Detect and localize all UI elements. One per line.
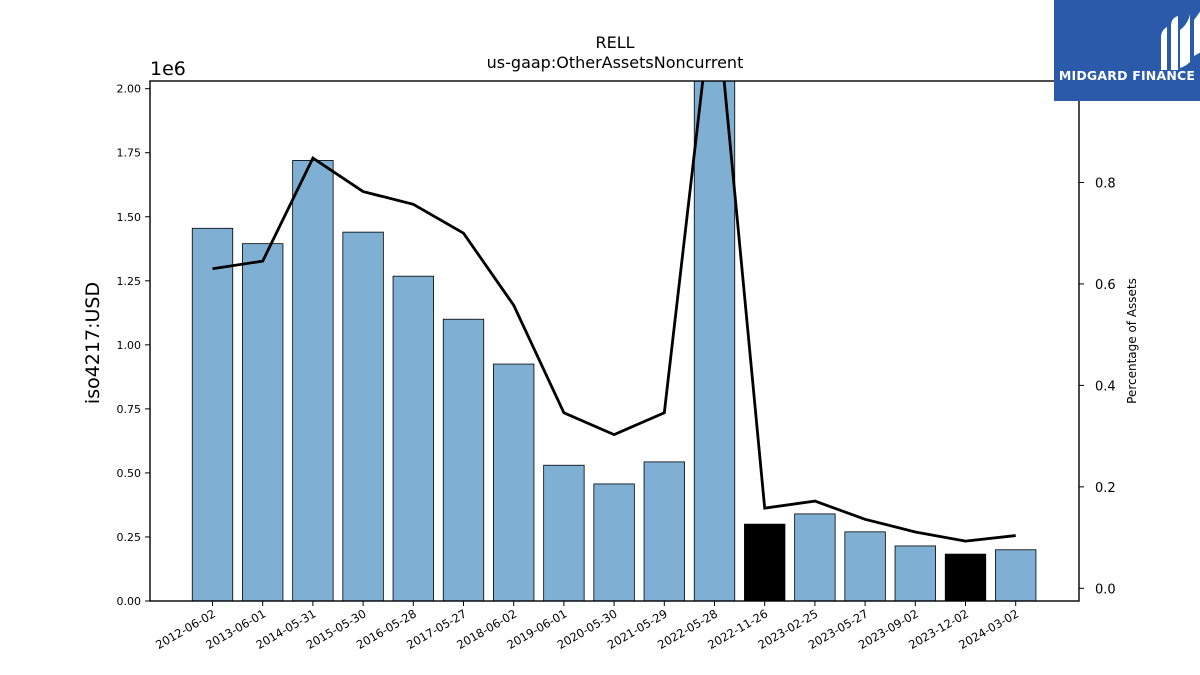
bar [744, 523, 786, 601]
y-tick-label: 0.75 [117, 403, 142, 416]
y2-tick-label: 0.6 [1095, 278, 1116, 293]
bar [643, 461, 685, 601]
bar [392, 275, 434, 601]
y-tick-label: 1.00 [117, 339, 142, 352]
bar [191, 227, 234, 601]
bar [493, 363, 535, 601]
logo-text: MIDGARD FINANCE [1058, 68, 1196, 83]
y-tick-label: 1.75 [117, 147, 142, 160]
bar [995, 549, 1037, 601]
bar [844, 531, 886, 601]
y-tick-label: 1.50 [117, 211, 142, 224]
y2-tick-label: 0.2 [1095, 481, 1116, 496]
y-tick-label: 1.25 [117, 275, 142, 288]
y2-tick-label: 0.4 [1095, 379, 1116, 394]
bar [794, 513, 836, 601]
y2-axis-label: Percentage of Assets [1125, 278, 1139, 404]
y-offset-label: 1e6 [150, 58, 186, 80]
y-tick-label: 0.00 [117, 595, 142, 608]
chart-subtitle: us-gaap:OtherAssetsNoncurrent [487, 53, 744, 72]
bar [543, 464, 585, 601]
bar [693, 81, 736, 601]
bar [593, 483, 635, 601]
bar [944, 553, 987, 601]
percentage-line [212, 81, 1016, 543]
y-axis-label: iso4217:USD [82, 282, 104, 404]
bar [894, 545, 936, 601]
midgard-finance-logo: MIDGARD FINANCE [1054, 0, 1200, 101]
y2-tick-label: 0.8 [1095, 176, 1116, 191]
bar [442, 318, 485, 601]
bar [342, 231, 384, 601]
y-tick-label: 2.00 [117, 83, 142, 96]
y-tick-label: 0.50 [117, 467, 142, 480]
bar [242, 243, 284, 601]
y-tick-label: 0.25 [117, 531, 142, 544]
midgard-logo-icon [1161, 11, 1200, 70]
y2-tick-label: 0.0 [1095, 582, 1116, 597]
bar [292, 160, 334, 601]
chart-title: RELL [595, 33, 634, 52]
